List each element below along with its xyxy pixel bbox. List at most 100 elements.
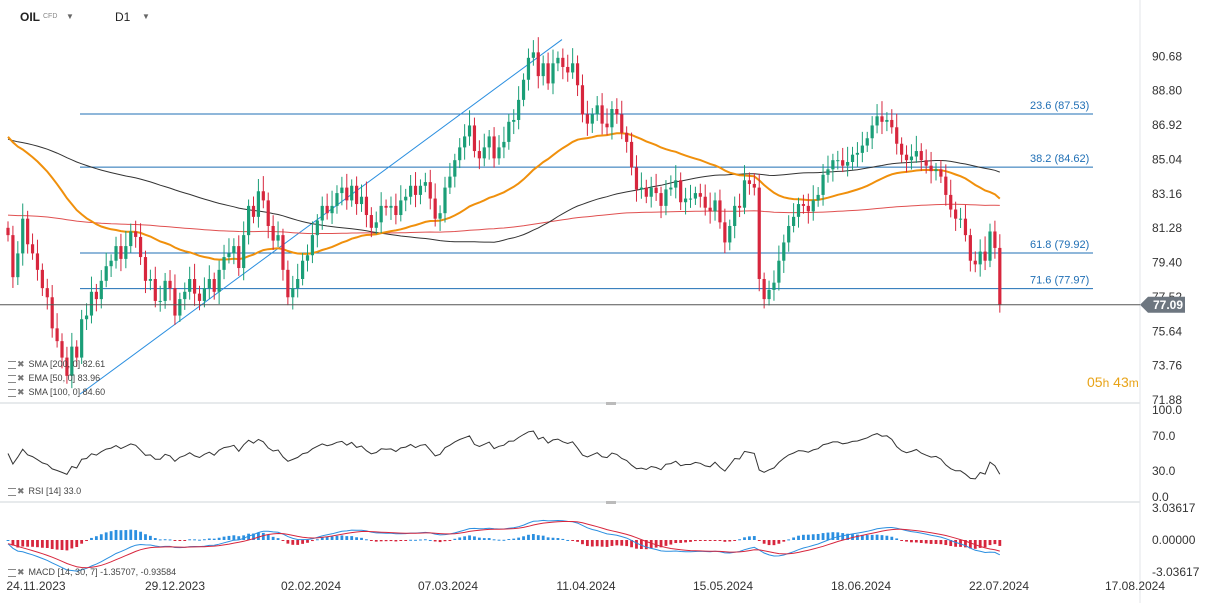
close-icon[interactable]: ✖ (17, 486, 25, 496)
candle-body (782, 242, 786, 261)
close-icon[interactable]: ✖ (17, 359, 25, 369)
macd-histogram-bar (620, 540, 624, 546)
macd-histogram-bar (522, 536, 525, 540)
price-axis-tick: 75.64 (1152, 324, 1182, 338)
candle-body (340, 187, 344, 194)
countdown-h-unit: h (1102, 376, 1110, 390)
candle-body (109, 260, 113, 267)
macd-histogram-bar (797, 535, 800, 540)
candle-body (900, 143, 904, 155)
candle-body (404, 196, 408, 201)
macd-histogram-bar (271, 536, 275, 540)
legend-macd[interactable]: ✖ MACD [14, 30, 7] -1.35707, -0.93584 (8, 567, 176, 578)
macd-histogram-bar (914, 540, 918, 543)
candle-body (301, 260, 305, 279)
macd-histogram-bar (635, 540, 638, 549)
candle-body (428, 182, 432, 199)
candle-body (379, 205, 383, 223)
legend-ema50[interactable]: ✖ EMA [50, 0] 83.96 (8, 373, 100, 384)
candle-body (649, 187, 653, 197)
timeframe-label[interactable]: D1 (115, 10, 131, 24)
candle-body (237, 246, 241, 269)
candle-body (291, 288, 295, 298)
symbol-label[interactable]: OIL (20, 10, 40, 24)
candle-body (983, 251, 987, 261)
macd-histogram-bar (477, 537, 481, 540)
candle-body (413, 185, 418, 195)
settings-icon[interactable] (8, 388, 16, 397)
macd-histogram-bar (183, 540, 187, 541)
macd-histogram-bar (487, 538, 491, 540)
candle-body (939, 169, 943, 177)
macd-histogram-bar (502, 539, 506, 541)
macd-histogram-bar (679, 540, 683, 543)
macd-histogram-bar (212, 538, 216, 540)
candle-body (80, 319, 84, 358)
legend-sma200[interactable]: ✖ SMA [200, 0] 82.61 (8, 359, 105, 370)
candle-body (384, 205, 388, 208)
candle-body (747, 180, 752, 184)
candle-body (487, 136, 491, 148)
timeframe-dropdown-icon[interactable]: ▼ (142, 12, 150, 21)
settings-icon[interactable] (8, 374, 16, 383)
candle-body (973, 260, 977, 265)
candle-body (217, 269, 221, 292)
candle-body (320, 205, 324, 221)
macd-histogram-bar (139, 531, 142, 540)
sma200-line (7, 203, 1000, 235)
macd-histogram-bar (75, 540, 79, 548)
macd-histogram-bar (409, 539, 413, 541)
candle-body (173, 288, 177, 316)
close-icon[interactable]: ✖ (17, 387, 25, 397)
macd-histogram-bar (340, 535, 344, 540)
candle-body (26, 218, 30, 245)
candle-body (870, 125, 874, 139)
macd-histogram-bar (659, 540, 663, 548)
macd-histogram-bar (242, 535, 246, 540)
candle-body (463, 136, 467, 148)
macd-histogram-bar (718, 540, 722, 541)
candle-body (924, 160, 928, 166)
symbol-dropdown-icon[interactable]: ▼ (66, 12, 74, 21)
settings-icon[interactable] (8, 360, 16, 369)
candle-body (35, 253, 40, 270)
price-axis-tick: 73.76 (1152, 359, 1182, 373)
candle-body (978, 251, 982, 265)
macd-histogram-bar (826, 532, 830, 540)
candle-body (654, 187, 658, 194)
macd-histogram-bar (458, 537, 462, 540)
macd-histogram-bar (286, 540, 290, 544)
panel-resize-handle[interactable] (606, 501, 616, 504)
candle-body (571, 63, 575, 73)
settings-icon[interactable] (8, 568, 16, 577)
macd-histogram-bar (978, 540, 982, 548)
candle-body (742, 180, 747, 208)
legend-rsi[interactable]: ✖ RSI [14] 33.0 (8, 486, 81, 497)
candle-body (286, 269, 290, 298)
macd-histogram-bar (610, 540, 614, 546)
rsi-line (7, 430, 1001, 480)
candle-body (55, 328, 59, 342)
candle-body (232, 246, 236, 254)
price-axis-tick: 86.92 (1152, 118, 1182, 132)
price-axis-tick: 83.16 (1152, 187, 1182, 201)
panel-resize-handle[interactable] (606, 402, 616, 405)
countdown-m-unit: m (1128, 376, 1139, 390)
candle-body (40, 269, 44, 289)
candle-body (448, 176, 452, 188)
macd-histogram-bar (119, 530, 123, 540)
settings-icon[interactable] (8, 487, 16, 496)
macd-histogram-bar (394, 540, 398, 542)
candle-body (733, 205, 737, 226)
candle-body (99, 280, 103, 300)
macd-histogram-bar (355, 537, 359, 540)
macd-histogram-bar (247, 533, 250, 540)
candle-body (271, 225, 275, 241)
close-icon[interactable]: ✖ (17, 373, 25, 383)
close-icon[interactable]: ✖ (17, 567, 25, 577)
legend-sma100[interactable]: ✖ SMA [100, 0] 84.60 (8, 387, 105, 398)
macd-histogram-bar (649, 540, 653, 549)
macd-histogram-bar (144, 534, 147, 540)
